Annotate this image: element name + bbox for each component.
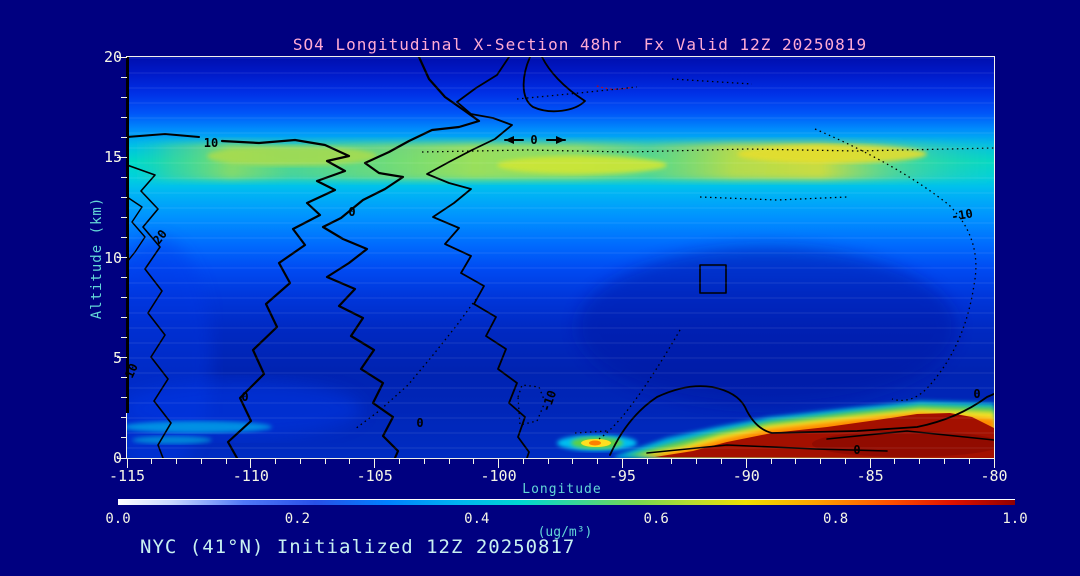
x-tick — [423, 459, 425, 464]
x-tick — [547, 459, 549, 464]
x-tick — [572, 459, 574, 464]
x-tick — [299, 459, 301, 464]
x-tick — [200, 459, 202, 464]
y-tick — [117, 357, 127, 359]
x-tick-label: -80 — [980, 467, 1008, 485]
y-tick — [117, 457, 127, 459]
x-tick — [770, 459, 772, 464]
colorbar-tick-label: 0.0 — [105, 511, 131, 527]
y-tick — [121, 236, 127, 238]
x-tick — [869, 459, 871, 468]
y-tick — [117, 257, 127, 258]
y-tick — [121, 216, 127, 218]
colorbar-tick-label: 0.4 — [464, 511, 490, 527]
x-tick — [993, 459, 995, 468]
x-tick — [398, 459, 400, 464]
x-tick-label: -105 — [356, 467, 393, 485]
x-tick-label: -95 — [608, 467, 636, 485]
y-tick — [121, 437, 127, 439]
x-axis-label: Longitude — [522, 482, 602, 497]
x-tick — [349, 459, 351, 464]
y-tick — [121, 196, 127, 198]
plot-title: SO4 Longitudinal X-Section 48hr Fx Valid… — [292, 35, 868, 54]
colorbar-tick-label: 0.6 — [643, 511, 669, 527]
x-tick — [597, 459, 599, 464]
y-tick — [121, 297, 127, 299]
y-tick — [121, 397, 127, 399]
x-tick — [943, 459, 945, 464]
x-tick — [894, 459, 896, 464]
x-tick — [844, 459, 846, 464]
x-tick — [176, 459, 178, 464]
x-tick-label: -115 — [108, 467, 146, 485]
x-tick — [621, 459, 623, 468]
y-tick — [121, 176, 127, 178]
colorbar-units: (ug/m³) — [537, 525, 593, 540]
x-tick — [374, 459, 376, 468]
x-tick — [225, 459, 227, 464]
contour-field — [127, 57, 994, 458]
y-tick — [117, 156, 127, 158]
y-tick — [121, 76, 127, 78]
colorbar-tick-label: 0.8 — [822, 511, 849, 527]
y-tick — [121, 377, 127, 379]
y-tick — [117, 56, 127, 58]
y-tick — [121, 136, 127, 138]
left-axis-contour-edge — [126, 57, 129, 413]
x-tick — [968, 459, 970, 464]
colorbar-gradient — [118, 499, 1015, 505]
y-tick-label: 20 — [103, 48, 122, 66]
x-tick-label: -100 — [480, 467, 517, 485]
x-tick — [795, 459, 797, 464]
y-tick-label: 10 — [103, 248, 122, 267]
y-tick — [121, 116, 127, 118]
x-tick — [275, 459, 277, 464]
x-tick-label: -110 — [232, 467, 269, 485]
x-tick — [671, 459, 673, 464]
colorbar-tick-label: 0.2 — [284, 511, 311, 527]
x-tick — [498, 459, 500, 468]
x-tick — [473, 459, 475, 464]
y-tick-label: 5 — [112, 348, 122, 367]
y-tick — [121, 417, 127, 419]
colorbar-tick-label: 1.0 — [1002, 511, 1028, 527]
y-tick-label: 15 — [103, 148, 122, 167]
footer-annotation: NYC (41°N) Initialized 12Z 20250817 — [140, 536, 576, 558]
x-tick — [151, 459, 153, 464]
y-tick — [121, 96, 127, 98]
y-tick — [121, 317, 127, 319]
y-tick-label: 0 — [112, 449, 122, 467]
x-tick — [646, 459, 648, 464]
x-tick — [448, 459, 450, 464]
y-tick — [121, 277, 127, 279]
x-tick — [745, 459, 747, 468]
x-tick — [250, 459, 252, 468]
plot-area — [126, 56, 995, 459]
x-tick — [126, 459, 128, 468]
x-tick — [919, 459, 921, 464]
x-tick — [696, 459, 698, 464]
x-tick — [522, 459, 524, 464]
x-tick — [721, 459, 722, 464]
x-tick-label: -90 — [732, 467, 760, 485]
y-tick — [121, 337, 127, 339]
x-tick — [820, 459, 822, 464]
x-tick — [324, 459, 326, 464]
x-tick-label: -85 — [856, 467, 884, 485]
